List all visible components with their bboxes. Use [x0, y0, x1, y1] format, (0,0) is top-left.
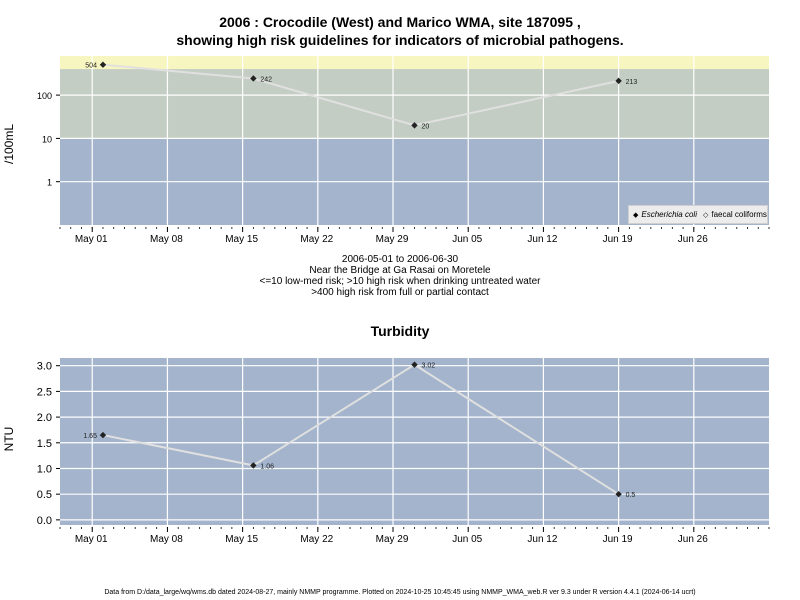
data-label: 213 — [626, 79, 638, 86]
subtitle-contact-guideline: >400 high risk from full or partial cont… — [311, 287, 489, 298]
turbidity-chart: 0.0 0.5 1.0 1.5 2.0 2.5 3.0 May 01 May 08 May 15 M… — [37, 358, 770, 545]
data-label: 504 — [85, 63, 97, 70]
data-label: 1.06 — [260, 463, 274, 470]
legend-ecoli-label: Escherichia coli — [641, 210, 697, 219]
x-tick-label: May 29 — [376, 234, 409, 245]
data-point — [250, 75, 257, 82]
x-tick-label: May 01 — [75, 534, 108, 545]
chart-title-line2: showing high risk guidelines for indicat… — [176, 32, 624, 48]
x-tick-label: Jun 26 — [678, 234, 708, 245]
x-tick-label: May 01 — [75, 234, 108, 245]
data-point — [99, 61, 107, 68]
subtitle-drinking-guideline: <=10 low-med risk; >10 high risk when dr… — [259, 276, 541, 287]
x-tick-label: Jun 05 — [452, 234, 482, 245]
plot-background — [60, 358, 769, 525]
x-tick-label: Jun 05 — [452, 534, 482, 545]
subtitle-site: Near the Bridge at Ga Rasai on Moretele — [309, 265, 491, 276]
data-label: 242 — [260, 76, 272, 83]
data-label: 0.5 — [626, 492, 636, 499]
y-tick-label: 2.5 — [37, 386, 52, 398]
micro-legend: ◆ Escherichia coli ◇ faecal coliforms — [628, 205, 768, 224]
y-tick-label: 0.5 — [37, 489, 52, 501]
data-point — [411, 122, 418, 129]
data-point — [615, 490, 622, 498]
series-line — [102, 363, 620, 496]
x-tick-label: Jun 26 — [678, 534, 708, 545]
series-line — [102, 63, 619, 127]
x-tick-label: May 29 — [376, 534, 409, 545]
x-tick-label: Jun 19 — [603, 534, 633, 545]
x-tick-label: May 08 — [150, 534, 183, 545]
x-tick-label: May 22 — [300, 234, 333, 245]
x-tick-label: May 22 — [300, 534, 333, 545]
legend-item-fc: ◇ faecal coliforms — [703, 210, 767, 219]
x-tick-label: Jun 12 — [527, 534, 557, 545]
legend-fc-label: faecal coliforms — [711, 210, 767, 219]
data-point — [250, 462, 257, 469]
data-point — [411, 361, 418, 368]
diamond-filled-icon: ◆ — [633, 211, 639, 219]
data-label: 20 — [422, 123, 430, 130]
chart-title-line1: 2006 : Crocodile (West) and Marico WMA, … — [219, 14, 581, 30]
footer-note: Data from D:/data_large/wq/wms.db dated … — [104, 589, 696, 596]
y-tick-label: 1 — [47, 178, 52, 188]
x-tick-label: Jun 12 — [527, 234, 557, 245]
turbidity-title: Turbidity — [370, 323, 430, 339]
risk-band-3 — [60, 56, 769, 70]
subtitle-date-range: 2006-05-01 to 2006-06-30 — [341, 254, 459, 265]
y-tick-label: 1.0 — [37, 463, 52, 475]
legend-item-ecoli: ◆ Escherichia coli — [633, 210, 697, 219]
data-label: 1.65 — [83, 433, 97, 440]
data-point — [615, 77, 622, 85]
diamond-open-icon: ◇ — [702, 211, 709, 219]
x-tick-label: Jun 19 — [603, 234, 633, 245]
data-point — [99, 431, 107, 439]
y-tick-label: 100 — [37, 91, 52, 101]
y-tick-label: 10 — [42, 134, 52, 144]
y-tick-label: 3.0 — [37, 361, 52, 373]
y-tick-label: 0.0 — [37, 515, 52, 527]
data-label: 3.02 — [422, 363, 436, 370]
y-tick-label: 1.5 — [37, 438, 52, 450]
x-tick-label: May 15 — [225, 534, 258, 545]
y-tick-label: 2.0 — [37, 412, 52, 424]
x-tick-label: May 15 — [225, 234, 258, 245]
x-tick-label: May 08 — [150, 234, 183, 245]
